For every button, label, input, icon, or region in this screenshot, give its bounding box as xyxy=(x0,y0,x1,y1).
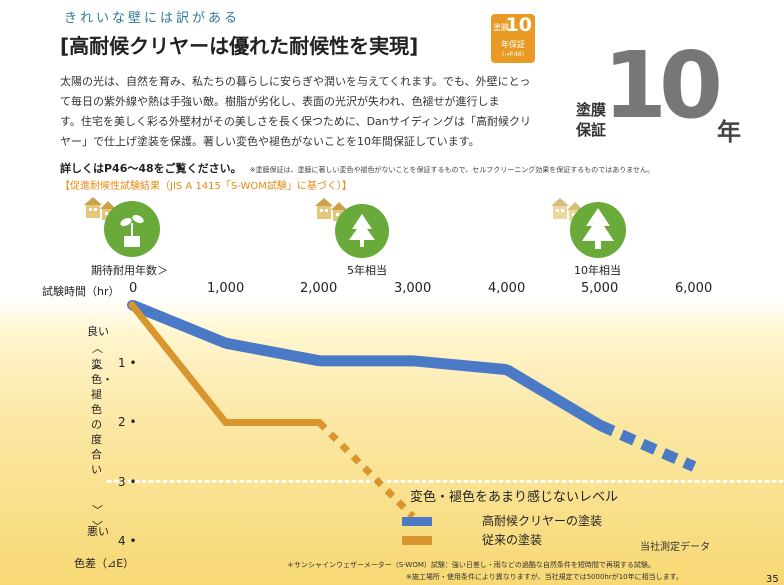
y-tick: 2 • xyxy=(118,415,137,429)
y-axis-title: 変色・褪色の度合い xyxy=(91,358,113,476)
y-tick-value: 3 xyxy=(118,475,126,489)
data-point xyxy=(220,338,231,349)
y-tick-value: 1 xyxy=(118,356,126,370)
stage-label-10y: 10年相当 xyxy=(574,264,621,277)
series-segment xyxy=(129,302,229,425)
threshold-label: 変色・褪色をあまり感じないレベル xyxy=(410,490,619,505)
x-tick: 0 xyxy=(129,281,138,296)
warranty-unit: 年 xyxy=(717,118,741,146)
data-point xyxy=(315,419,323,426)
tree-icon xyxy=(349,214,375,247)
note-line: 詳しくはP46〜48をご覧ください。 ※塗膜保証は、塗膜に著しい変色や褪色がないこ… xyxy=(60,157,654,176)
arrow-down-icon: ﹀ ﹀ xyxy=(92,504,103,533)
warranty-number: 10 xyxy=(603,32,723,139)
series-segment xyxy=(316,420,416,519)
warranty-label-line2: 保証 xyxy=(576,121,607,139)
data-point xyxy=(222,419,230,426)
arrow-up-icon: ︿ ︿ xyxy=(92,342,103,371)
data-point xyxy=(314,355,325,366)
disclaimer-note: ※塗膜保証は、塗膜に著しい変色や褪色がないことを保証するもので、セルフクリーニン… xyxy=(249,166,655,174)
test-title: 【促進耐候性試験結果（JIS A 1415「S-WOM試験」に基づく）】 xyxy=(60,181,352,192)
y-good-label: 良い xyxy=(87,325,109,338)
y-tick: 1 • xyxy=(118,356,137,370)
series-segment xyxy=(129,299,228,349)
series-segment xyxy=(412,355,508,376)
series-0 xyxy=(127,299,697,472)
legend-label: 高耐候クリヤーの塗装 xyxy=(482,514,603,528)
detail-note: 詳しくはP46〜48をご覧ください。 xyxy=(60,162,242,175)
y-tick: 3 • xyxy=(118,475,137,489)
y-bad-label: 悪い xyxy=(87,525,109,538)
body-line: 太陽の光は、自然を育み、私たちの暮らしに安らぎや潤いを与えてくれます。でも、外壁… xyxy=(60,75,531,88)
badge-ref: (→P.46) xyxy=(502,51,524,58)
warranty-label: 塗膜 保証 xyxy=(576,100,606,140)
data-point xyxy=(595,420,606,431)
chart-background xyxy=(0,298,784,585)
badge-top: 塗膜 xyxy=(493,23,509,32)
body-line: ヤー」で仕上げ塗装を保護。著しい変色や褪色がないことを10年間保証しています。 xyxy=(60,135,480,148)
body-text: 太陽の光は、自然を育み、私たちの暮らしに安らぎや潤いを与えてくれます。でも、外壁… xyxy=(60,72,554,152)
warranty-label-line1: 塗膜 xyxy=(576,101,607,119)
footnote: ※施工場所・使用条件により異なりますが、当社規定では5000hrが10年に相当し… xyxy=(406,573,683,581)
x-tick: 4,000 xyxy=(488,281,526,296)
y-tick-value: 2 xyxy=(118,415,126,429)
page-number: 35 xyxy=(766,574,779,585)
house-icon xyxy=(315,198,347,221)
series-segment xyxy=(598,420,697,472)
stage-label-0: 期待耐用年数＞ xyxy=(91,264,168,277)
legend-item-orange: 従来の塗装 xyxy=(402,531,543,548)
x-axis-title: 試験時間（hr） xyxy=(42,285,120,298)
headline: [高耐候クリヤーは優れた耐候性を実現] xyxy=(60,34,419,58)
legend-item-blue: 高耐候クリヤーの塗装 xyxy=(402,512,603,529)
series-layer xyxy=(127,299,697,519)
legend-swatch-blue xyxy=(402,517,432,526)
x-tick: 3,000 xyxy=(394,281,432,296)
house-icon xyxy=(84,197,116,220)
series-segment xyxy=(224,337,321,367)
legend-swatch-orange xyxy=(402,536,432,545)
footnote: ＊サンシャインウェザーメーター（S-WOM）試験：強い日差し・雨などの過酷な自然… xyxy=(287,561,655,569)
series-1 xyxy=(128,301,416,519)
data-point xyxy=(501,364,512,375)
legend-label: 従来の塗装 xyxy=(482,533,543,547)
x-tick: 2,000 xyxy=(300,281,338,296)
body-line: て毎日の紫外線や熱は手強い敵。樹脂が劣化し、表面の光沢が失われ、色褪せが進行しま xyxy=(60,95,500,108)
series-segment xyxy=(503,364,604,431)
data-point xyxy=(408,355,418,366)
plant-icon xyxy=(120,214,144,247)
badge-number: 10 xyxy=(505,14,532,36)
warranty-badge: 塗膜 10 年保証 (→P.46) xyxy=(491,14,535,63)
unit-label: 色差（⊿E） xyxy=(74,557,135,570)
x-tick: 1,000 xyxy=(207,281,245,296)
y-tick: 4 • xyxy=(118,534,137,548)
tree-icon xyxy=(582,208,614,249)
tagline: きれいな壁には訳がある xyxy=(64,11,241,26)
badge-mid: 年保証 xyxy=(501,40,525,49)
data-source-note: 当社測定データ xyxy=(640,542,710,553)
body-line: す。住宅を美しく彩る外壁材がその美しさを長く保つために、Danサイディングは「高… xyxy=(60,115,531,128)
data-point xyxy=(128,301,136,309)
y-tick-value: 4 xyxy=(118,534,126,548)
stage-label-5y: 5年相当 xyxy=(347,264,387,277)
x-tick: 6,000 xyxy=(675,281,713,296)
x-tick: 5,000 xyxy=(581,281,619,296)
